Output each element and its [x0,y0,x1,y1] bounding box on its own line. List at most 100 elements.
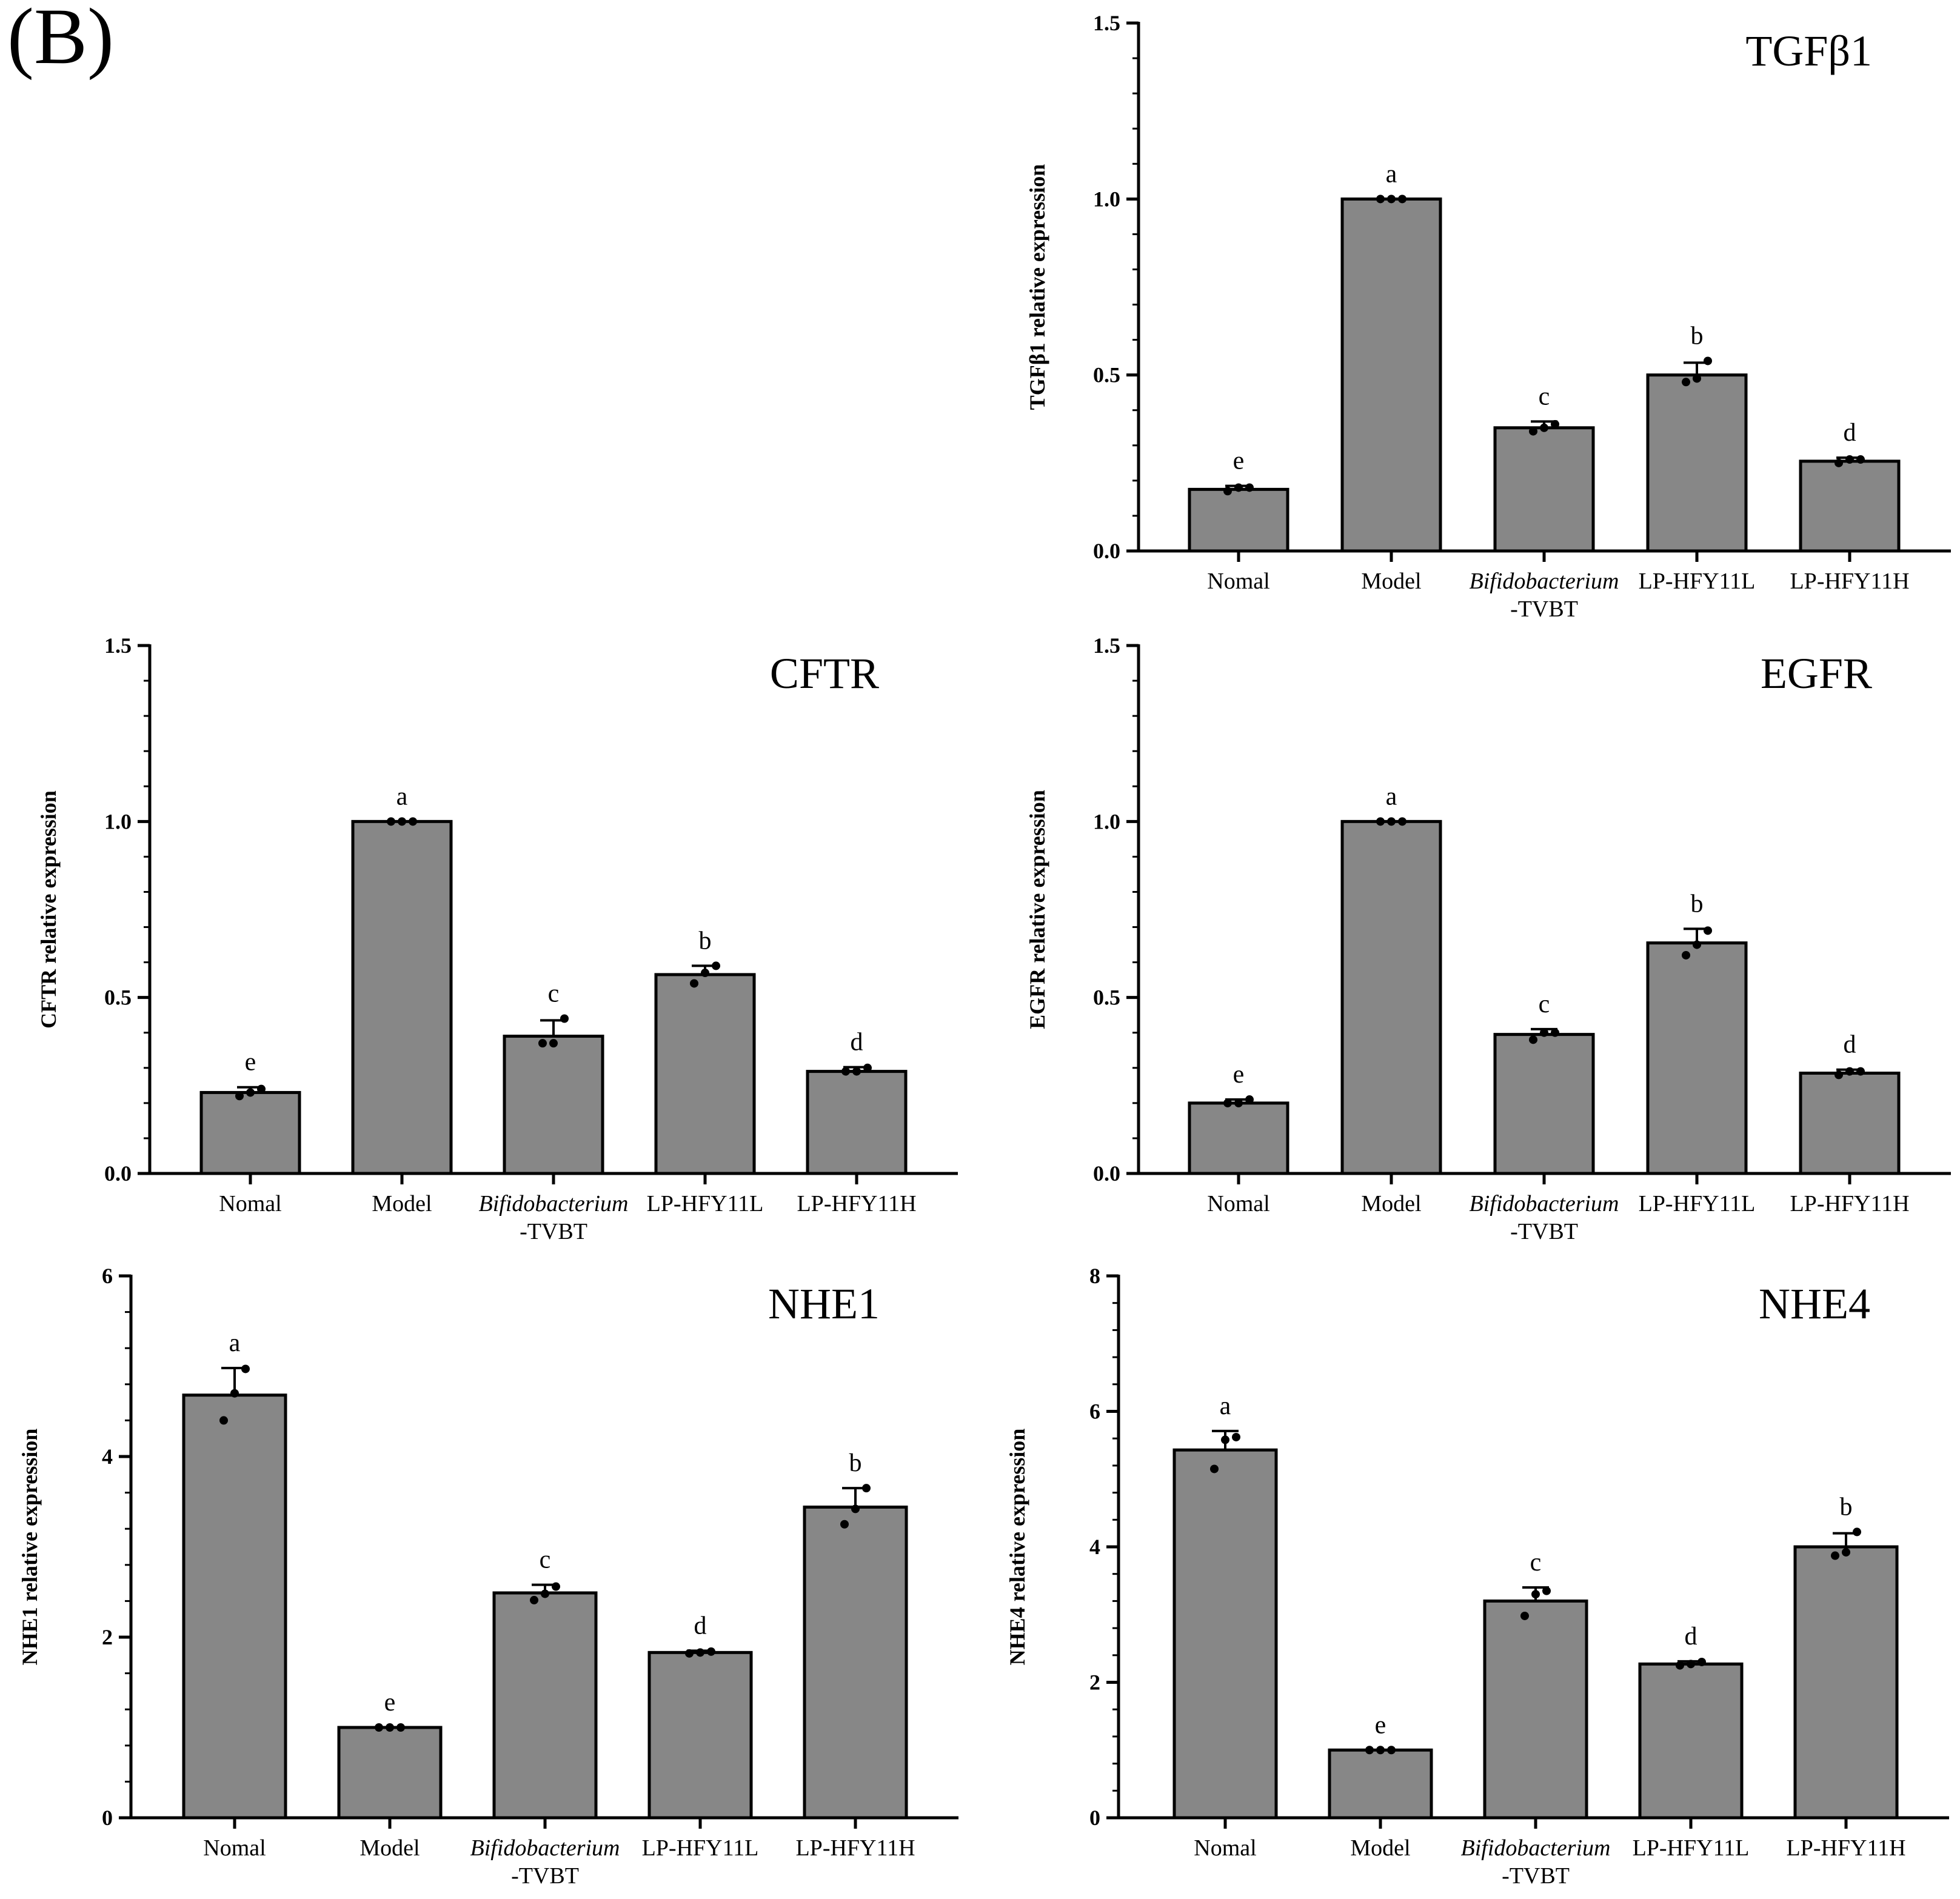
bar [1646,941,1748,1175]
data-point [851,1504,860,1514]
data-point [1232,1432,1240,1441]
bar [654,973,756,1175]
data-point [541,1589,549,1598]
data-point [863,1063,872,1072]
category-label: LP-HFY11L [1633,1835,1750,1861]
data-point [1531,1590,1540,1599]
category-label-line: -TVBT [520,1219,587,1244]
category-label-line: -TVBT [1510,596,1578,622]
data-point [246,1088,255,1097]
y-axis-title: NHE1 relative expression [18,1429,42,1666]
y-tick-label: 1.0 [1093,187,1120,211]
category-label: Nomal [1207,1191,1269,1216]
data-point [1542,1586,1551,1595]
data-point [1687,1660,1695,1669]
data-point [1223,487,1232,496]
data-point [862,1484,871,1493]
category-label: Model [1361,1191,1421,1216]
data-point [409,817,417,826]
data-point [701,969,709,978]
y-tick-label: 4 [102,1444,113,1469]
y-tick-label: 0.5 [104,986,132,1010]
significance-letter: c [1530,1549,1542,1577]
data-point [852,1067,861,1076]
data-point [1853,1527,1861,1537]
category-label-line: LP-HFY11H [1790,569,1909,594]
significance-letter: e [1375,1711,1386,1739]
data-point [1682,378,1690,387]
significance-letter: b [1691,322,1704,350]
significance-letter: e [245,1049,256,1076]
y-tick-label: 1.5 [1093,633,1120,658]
category-label: Bifidobacterium -TVBT [1470,1191,1619,1244]
bar [503,1035,604,1175]
y-tick-label: 1.0 [104,809,132,833]
category-label: Model [1361,569,1421,594]
y-tick-label: 6 [1089,1400,1100,1424]
category-label-line: Nomal [203,1835,266,1861]
category-label: Model [360,1835,420,1861]
chart-nhe1: 0 2 4 6 NHE1 relative expression NHE1 a Nomal e M… [18,1264,958,1889]
category-label-line: Model [1350,1835,1410,1861]
significance-letter: e [1233,1061,1245,1089]
significance-letter: c [1539,990,1550,1018]
category-label-line: LP-HFY11L [1639,569,1756,594]
data-point [1676,1661,1684,1670]
category-label: Bifidobacterium -TVBT [1461,1835,1611,1889]
data-point [1704,926,1712,935]
data-point [1551,419,1559,429]
data-point [1387,195,1396,204]
category-label-line: -TVBT [1510,1219,1578,1244]
category-label: LP-HFY11L [1639,569,1756,594]
category-label: Nomal [203,1835,266,1861]
category-label: LP-HFY11H [1790,569,1909,594]
data-point [386,1723,394,1732]
data-point [375,1723,383,1732]
significance-letter: e [1233,447,1245,475]
bar [806,1070,908,1175]
category-label: Nomal [219,1191,281,1216]
category-label-line: Model [372,1191,432,1216]
bar [1188,1101,1289,1175]
figure-panel-label: (B) [7,0,114,81]
data-point [690,979,698,988]
category-label-line: Bifidobacterium [1470,1191,1619,1216]
category-label: Bifidobacterium -TVBT [470,1835,620,1889]
category-label: LP-HFY11H [795,1835,915,1861]
category-label-line: LP-HFY11H [797,1191,916,1216]
bar [492,1591,598,1820]
data-point [1221,1435,1229,1444]
bar [182,1393,287,1820]
significance-letter: d [694,1612,707,1640]
bar [351,819,453,1175]
chart-nhe4: 0 2 4 6 8 NHE4 relative expression NHE4 a Nomal e… [1005,1264,1949,1889]
y-tick-label: 0.5 [1093,363,1120,387]
y-tick-label: 2 [1089,1670,1100,1695]
significance-letter: d [1685,1623,1697,1650]
category-label-line: Model [1361,569,1421,594]
bar [1172,1448,1278,1820]
y-axis-title: CFTR relative expression [36,790,61,1029]
y-tick-label: 2 [102,1625,113,1649]
data-point [1520,1611,1529,1620]
chart-title: TGFβ1 [1745,27,1872,75]
significance-letter: b [849,1449,862,1477]
bar [647,1650,753,1820]
data-point [1210,1464,1219,1473]
data-point [1529,1035,1537,1044]
category-label-line: Bifidobacterium [1470,569,1619,594]
data-point [1234,483,1243,492]
y-axis-title: TGFβ1 relative expression [1025,164,1049,410]
data-point [1831,1551,1839,1560]
bar [1799,1072,1901,1175]
data-point [1376,817,1385,826]
data-point [1223,1098,1232,1107]
bar [1493,426,1595,553]
data-point [549,1039,558,1048]
data-point [235,1092,244,1101]
data-point [1540,1028,1548,1037]
category-label-line: LP-HFY11L [642,1835,759,1861]
bar [199,1090,301,1175]
category-label: Model [1350,1835,1410,1861]
y-tick-label: 1.5 [104,633,132,658]
